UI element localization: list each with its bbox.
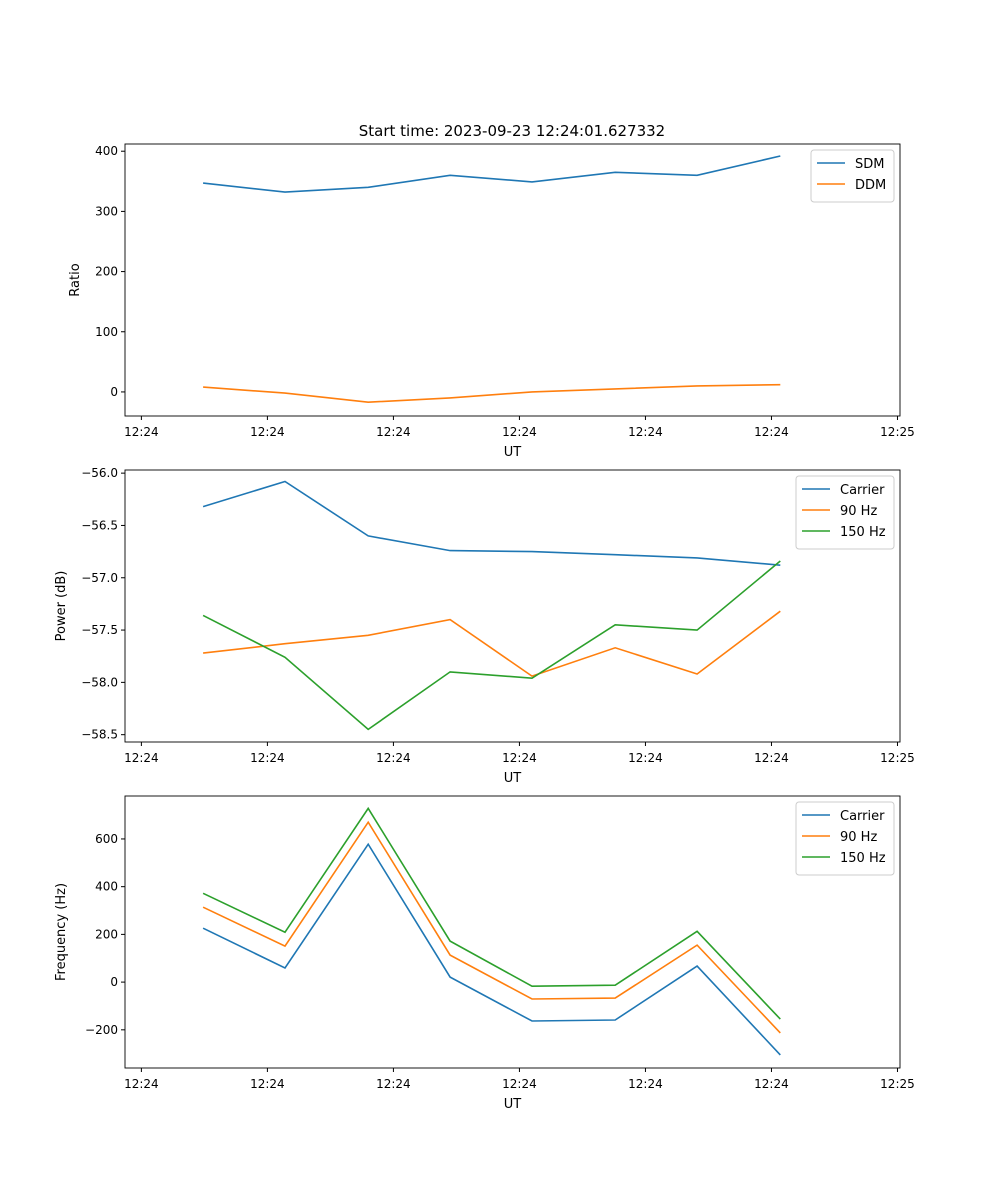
x-tick-label: 12:24	[250, 751, 285, 765]
series-line-90-hz	[202, 820, 781, 1034]
x-tick-label: 12:24	[376, 425, 411, 439]
legend-label: 150 Hz	[840, 851, 886, 866]
legend: Carrier 90 Hz 150 Hz	[795, 475, 895, 550]
y-tick-label: 0	[110, 975, 118, 989]
y-tick-label: −200	[85, 1023, 118, 1037]
legend-label: 90 Hz	[840, 830, 877, 845]
series-line-carrier	[202, 480, 781, 566]
legend-label: Carrier	[840, 483, 885, 498]
x-tick-label: 12:24	[754, 425, 789, 439]
subplot-3: 12:24 12:24 12:24 12:24 12:24 12:24 12:25 −200 0…	[54, 795, 915, 1112]
y-tick-label: −56.0	[81, 466, 118, 480]
legend-label: 150 Hz	[840, 525, 886, 540]
legend-label: 90 Hz	[840, 504, 877, 519]
series-line-90-hz	[203, 610, 781, 677]
y-tick-label: 600	[95, 832, 118, 846]
x-axis-label: UT	[504, 771, 522, 786]
y-tick-label: 400	[95, 144, 118, 158]
figure-title: Start time: 2023-09-23 12:24:01.627332	[359, 122, 665, 140]
x-tick-label: 12:24	[376, 751, 411, 765]
y-tick-label: 0	[110, 385, 118, 399]
x-tick-label: 12:24	[250, 425, 285, 439]
x-tick-label: 12:24	[628, 1077, 663, 1091]
axes-frame	[124, 143, 901, 417]
legend-label: DDM	[855, 178, 886, 193]
y-tick-label: −58.5	[81, 728, 118, 742]
x-tick-label: 12:24	[502, 751, 537, 765]
y-tick-label: −56.5	[81, 518, 118, 532]
y-tick-label: 400	[95, 880, 118, 894]
y-tick-label: −58.0	[81, 675, 118, 689]
x-tick-label: 12:24	[754, 751, 789, 765]
axes-frame	[124, 469, 901, 743]
series-line-ddm	[203, 383, 781, 404]
x-tick-label: 12:24	[376, 1077, 411, 1091]
series-line-carrier	[202, 842, 781, 1056]
subplot-1: 12:24 12:24 12:24 12:24 12:24 12:24 12:25 0 100 2…	[68, 143, 915, 460]
axes-frame	[124, 795, 901, 1069]
x-tick-label: 12:24	[628, 751, 663, 765]
x-tick-label: 12:24	[754, 1077, 789, 1091]
x-tick-label: 12:24	[124, 1077, 159, 1091]
x-tick-label: 12:24	[628, 425, 663, 439]
legend-label: Carrier	[840, 809, 885, 824]
x-axis-label: UT	[504, 1097, 522, 1112]
y-tick-label: 100	[95, 325, 118, 339]
x-tick-label: 12:24	[124, 425, 159, 439]
legend: SDM DDM	[810, 149, 895, 203]
y-tick-label: 300	[95, 204, 118, 218]
y-axis-label: Frequency (Hz)	[54, 883, 69, 981]
x-tick-label: 12:24	[250, 1077, 285, 1091]
series-line-150-hz	[202, 560, 781, 731]
y-tick-label: 200	[95, 927, 118, 941]
x-tick-label: 12:25	[880, 425, 915, 439]
legend-label: SDM	[855, 157, 884, 172]
y-axis-label: Ratio	[68, 263, 83, 296]
y-axis-label: Power (dB)	[54, 571, 69, 642]
x-tick-label: 12:25	[880, 751, 915, 765]
legend: Carrier 90 Hz 150 Hz	[795, 801, 895, 876]
subplot-2: 12:24 12:24 12:24 12:24 12:24 12:24 12:25 −56.0…	[54, 466, 915, 786]
x-tick-label: 12:24	[502, 425, 537, 439]
x-axis-label: UT	[504, 445, 522, 460]
series-line-sdm	[203, 155, 781, 193]
x-tick-label: 12:24	[502, 1077, 537, 1091]
series-line-150-hz	[202, 806, 781, 1020]
y-tick-label: 200	[95, 265, 118, 279]
y-tick-label: −57.0	[81, 571, 118, 585]
x-tick-label: 12:24	[124, 751, 159, 765]
x-tick-label: 12:25	[880, 1077, 915, 1091]
y-tick-label: −57.5	[81, 623, 118, 637]
